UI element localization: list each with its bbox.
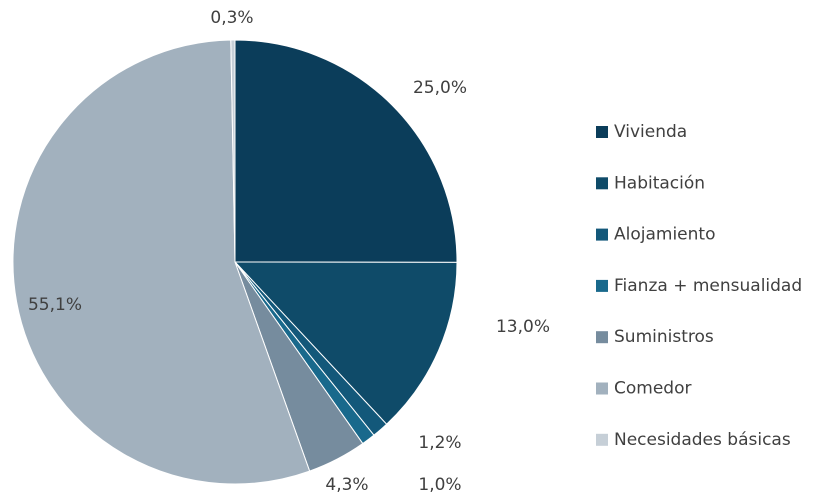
pie-slice [233, 261, 458, 425]
data-label: 55,1% [28, 295, 82, 315]
pie-slice [12, 39, 311, 485]
data-label: 4,3% [325, 475, 368, 495]
pie-slice [234, 39, 458, 263]
data-label: 1,0% [418, 475, 461, 495]
legend-label: Vivienda [614, 122, 687, 142]
legend-swatch [596, 177, 608, 190]
legend-swatch [596, 433, 608, 446]
legend-swatch [596, 382, 608, 395]
legend-label: Alojamiento [614, 225, 715, 245]
legend-label: Suministros [614, 327, 714, 347]
legend-label: Comedor [614, 379, 691, 399]
legend-label: Necesidades básicas [614, 430, 791, 450]
pie-slice [230, 39, 236, 263]
data-label: 0,3% [210, 8, 253, 28]
legend-swatch [596, 279, 608, 292]
data-label: 1,2% [418, 433, 461, 453]
legend-swatch [596, 126, 608, 138]
legend-swatch [596, 228, 608, 241]
legend-swatch [596, 331, 608, 344]
legend-label: Habitación [614, 173, 705, 193]
data-label: 25,0% [413, 78, 467, 98]
data-label: 13,0% [496, 317, 550, 337]
legend-label: Fianza + mensualidad [614, 276, 802, 296]
